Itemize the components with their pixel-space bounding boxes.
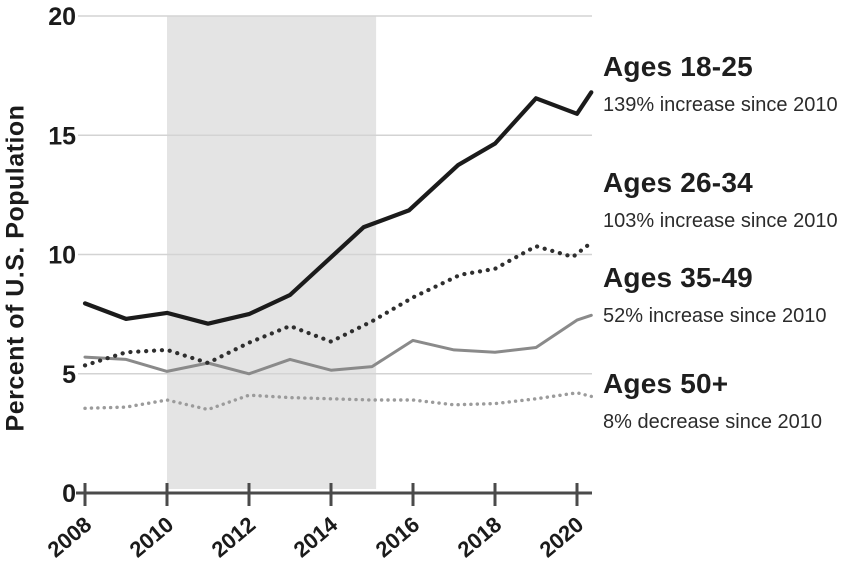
y-tick-label-15: 15 [48,122,76,150]
legend-item-ages-50-plus: Ages 50+ 8% decrease since 2010 [603,369,851,434]
x-tick-label-2016: 2016 [371,512,425,563]
x-tick-label-2020: 2020 [535,512,589,563]
series-line-ages-18-25 [82,90,594,326]
y-tick-label-0: 0 [62,480,76,508]
x-tick-label-2014: 2014 [289,511,343,562]
x-tick-label-2012: 2012 [207,512,261,563]
legend-subtitle: 103% increase since 2010 [603,210,838,233]
legend-item-ages-26-34: Ages 26-34 103% increase since 2010 [603,168,851,233]
legend-title: Ages 18-25 [603,51,753,82]
legend-title: Ages 50+ [603,368,729,399]
y-tick-label-5: 5 [62,361,76,389]
series-line-ages-35-49 [83,313,593,376]
legend-item-ages-35-49: Ages 35-49 52% increase since 2010 [603,263,851,328]
y-tick-label-10: 10 [48,242,76,270]
legend-subtitle: 8% decrease since 2010 [603,411,823,434]
legend-subtitle: 139% increase since 2010 [603,94,838,117]
x-tick-label-2008: 2008 [43,512,97,563]
legend-subtitle: 52% increase since 2010 [603,305,827,328]
legend-title: Ages 35-49 [603,262,753,293]
series-line-ages-50 [83,391,593,412]
chart-legend: Ages 18-25 139% increase since 2010 Ages… [603,0,851,576]
y-tick-label-20: 20 [48,3,76,31]
highlight-band [167,16,377,489]
legend-title: Ages 26-34 [603,167,753,198]
legend-item-ages-18-25: Ages 18-25 139% increase since 2010 [603,52,851,117]
series-line-ages-26-34 [82,240,594,368]
x-tick-label-2010: 2010 [125,512,179,563]
x-tick-label-2018: 2018 [453,512,507,563]
y-axis-title: Percent of U.S. Population [1,104,30,432]
